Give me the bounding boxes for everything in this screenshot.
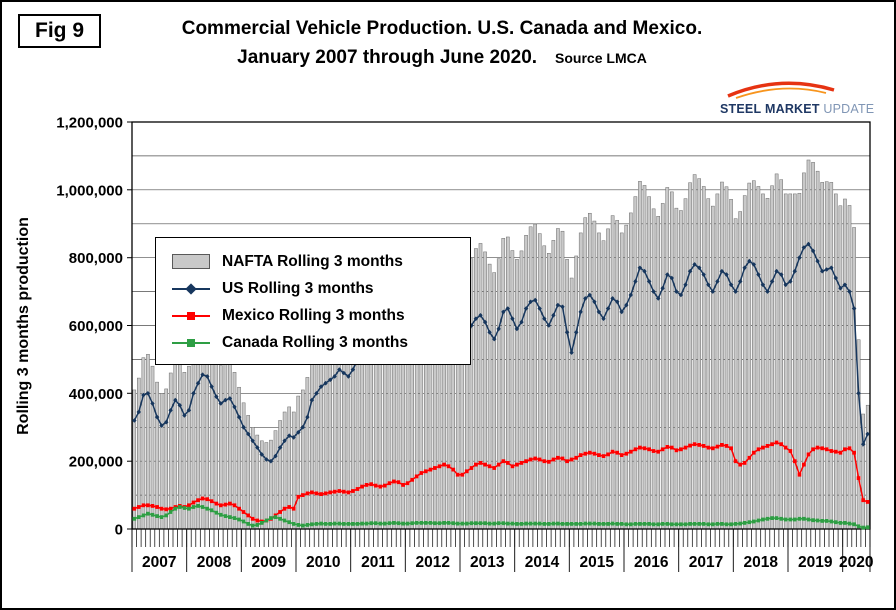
legend-item-nafta: NAFTA Rolling 3 months	[172, 248, 470, 275]
logo-word-update: UPDATE	[823, 102, 875, 116]
canada-line-swatch-icon	[172, 335, 210, 350]
svg-text:200,000: 200,000	[69, 454, 123, 471]
svg-text:2008: 2008	[197, 554, 232, 571]
svg-text:2019: 2019	[798, 554, 833, 571]
chart-title-line1: Commercial Vehicle Production. U.S. Cana…	[181, 18, 703, 39]
date-range-label: January 2007 through June 2020.	[237, 47, 538, 68]
svg-text:2016: 2016	[634, 554, 669, 571]
logo-word-steel: STEEL	[720, 102, 762, 116]
nafta-bar-swatch-icon	[172, 254, 210, 269]
chart-area: 0 200,000 400,000 600,000 800,000 1,000,000 1,…	[2, 104, 894, 608]
svg-text:0: 0	[115, 522, 123, 539]
svg-text:2013: 2013	[470, 554, 505, 571]
svg-text:1,000,000: 1,000,000	[56, 182, 123, 199]
svg-text:2012: 2012	[415, 554, 449, 571]
svg-text:2014: 2014	[525, 554, 560, 571]
y-axis-title: Rolling 3 months production	[15, 217, 32, 435]
x-axis: 2007 2008 2009 2010 2011 2012 2013 2014 2015 2016…	[131, 529, 874, 572]
svg-text:800,000: 800,000	[69, 250, 123, 267]
logo-text: STEEL MARKET UPDATE	[720, 102, 874, 116]
mexico-line	[132, 440, 870, 524]
legend-label-mexico: Mexico Rolling 3 months	[222, 306, 405, 324]
svg-text:2011: 2011	[361, 554, 395, 571]
source-label: Source LMCA	[555, 50, 647, 66]
svg-text:2017: 2017	[689, 554, 723, 571]
svg-text:2015: 2015	[579, 554, 614, 571]
svg-text:2009: 2009	[251, 554, 286, 571]
logo-swoosh-icon	[727, 81, 835, 99]
legend-item-canada: Canada Rolling 3 months	[172, 329, 470, 356]
y-axis: 0 200,000 400,000 600,000 800,000 1,000,000 1,…	[56, 115, 132, 539]
fig-number-box: Fig 9	[18, 14, 102, 48]
svg-text:2007: 2007	[142, 554, 176, 571]
us-line-swatch-icon	[172, 281, 210, 296]
title-block: Commercial Vehicle Production. U.S. Cana…	[107, 18, 777, 69]
legend-item-us: US Rolling 3 months	[172, 275, 470, 302]
legend: NAFTA Rolling 3 months US Rolling 3 mont…	[155, 237, 471, 365]
chart-title-line2: January 2007 through June 2020. Source LM…	[107, 47, 777, 69]
legend-label-nafta: NAFTA Rolling 3 months	[222, 252, 403, 270]
fig-number-label: Fig 9	[35, 19, 85, 42]
mexico-line-swatch-icon	[172, 308, 210, 323]
logo-word-market: MARKET	[764, 102, 820, 116]
legend-item-mexico: Mexico Rolling 3 months	[172, 302, 470, 329]
chart: 0 200,000 400,000 600,000 800,000 1,000,000 1,…	[15, 115, 874, 572]
steel-market-update-logo: STEEL MARKET UPDATE	[720, 81, 880, 116]
svg-text:1,200,000: 1,200,000	[56, 115, 123, 132]
legend-label-canada: Canada Rolling 3 months	[222, 333, 409, 351]
canada-line	[132, 504, 870, 530]
svg-text:600,000: 600,000	[69, 318, 123, 335]
svg-text:2020: 2020	[839, 554, 873, 571]
us-line	[132, 241, 870, 464]
legend-label-us: US Rolling 3 months	[222, 279, 374, 297]
svg-text:2018: 2018	[743, 554, 778, 571]
svg-text:400,000: 400,000	[69, 386, 123, 403]
nafta-bars	[132, 159, 870, 530]
svg-text:2010: 2010	[306, 554, 340, 571]
